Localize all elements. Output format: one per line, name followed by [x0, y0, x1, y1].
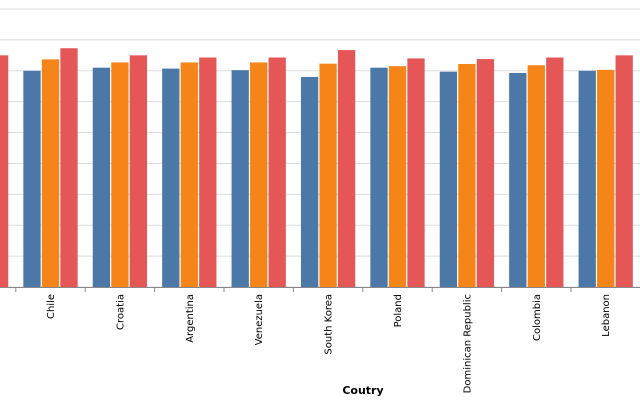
bar: [60, 48, 78, 288]
bar: [199, 57, 217, 287]
x-tick-label: Poland: [393, 294, 404, 327]
bar: [388, 66, 407, 288]
bar: [162, 68, 180, 287]
bar: [231, 70, 249, 287]
bar: [407, 58, 425, 287]
bar: [370, 67, 388, 287]
bar-groups: [0, 48, 633, 288]
bar: [527, 65, 545, 288]
x-tick-label: Dominican Republic: [462, 294, 473, 393]
bar: [23, 70, 41, 288]
bar: [597, 69, 615, 288]
x-tick-label: Croatia: [115, 294, 126, 330]
bar: [250, 62, 268, 288]
x-tick-label: South Korea: [324, 294, 335, 355]
x-tick-label: Argentina: [185, 294, 196, 343]
bar: [41, 59, 60, 287]
bar: [439, 71, 458, 288]
bar: [615, 55, 633, 288]
bar: [129, 55, 148, 288]
x-tick-label: Venezuela: [254, 294, 265, 345]
bar: [111, 62, 129, 288]
bar: [319, 63, 337, 287]
x-tick-label: Chile: [46, 294, 57, 319]
x-tick-labels: Chile Croatia Argentina Venezuela South Kore…: [15, 287, 612, 393]
x-axis-title: Coutry: [342, 384, 383, 397]
bar: [337, 50, 356, 288]
bar: [578, 70, 596, 288]
bar: [180, 62, 198, 288]
bar: [458, 63, 476, 287]
bar: [509, 72, 527, 287]
bar: [546, 57, 564, 287]
bar: [268, 57, 286, 287]
bar: [0, 55, 9, 288]
x-tick-label: Colombia: [532, 294, 543, 341]
bar: [300, 76, 319, 287]
bar: [92, 67, 111, 287]
bar: [476, 59, 495, 287]
x-tick-label: Lebanon: [601, 294, 612, 337]
